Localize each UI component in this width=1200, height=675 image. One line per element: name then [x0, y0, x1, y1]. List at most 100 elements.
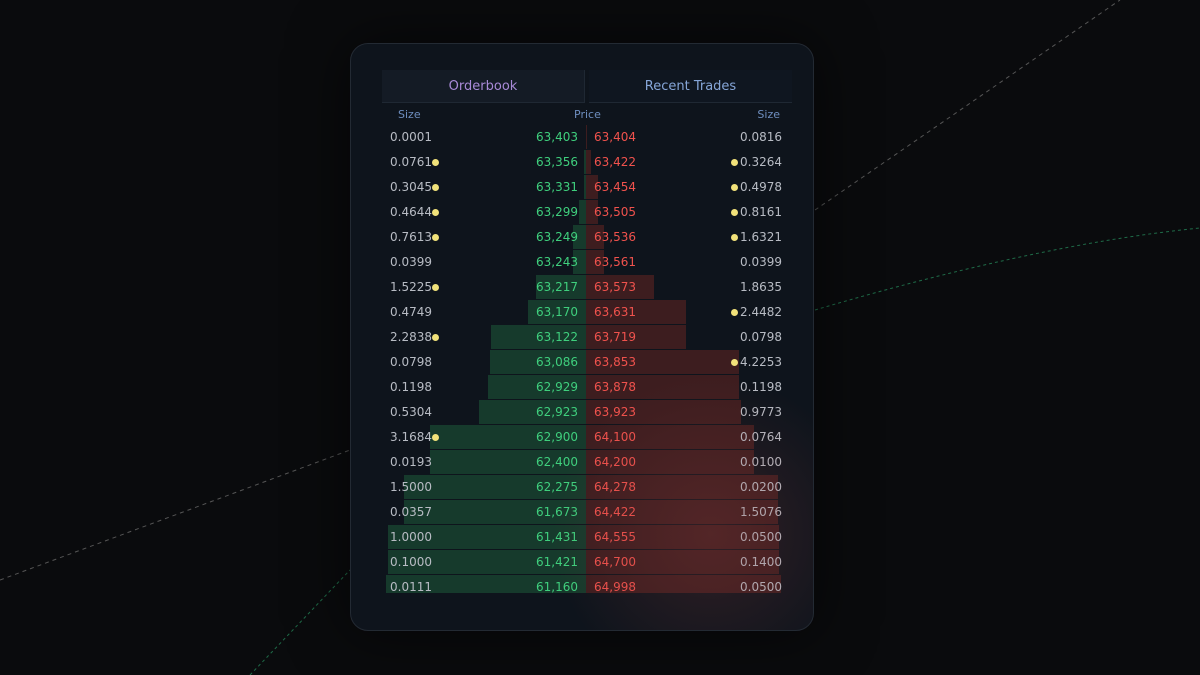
ask-size: 0.0798 [740, 330, 782, 344]
bid-size: 0.0357 [390, 505, 432, 519]
bid-depth-bar [386, 575, 586, 593]
bid-marker [432, 159, 439, 166]
column-header: Size [757, 108, 780, 121]
bid-size: 3.1684 [390, 430, 432, 444]
ask-depth-bar [586, 525, 779, 549]
bid-price: 63,243 [536, 255, 578, 269]
bid-depth-bar [404, 475, 586, 499]
ask-depth-bar [586, 225, 604, 249]
bid-price: 63,170 [536, 305, 578, 319]
bid-depth-bar [573, 250, 586, 274]
bid-depth-bar [573, 225, 586, 249]
bid-depth-bar [479, 400, 586, 424]
ask-size: 1.6321 [740, 230, 782, 244]
ask-size: 0.0500 [740, 530, 782, 544]
ask-depth-bar [586, 575, 781, 593]
bid-size: 0.1000 [390, 555, 432, 569]
ask-size: 0.0100 [740, 455, 782, 469]
ask-depth-bar [586, 400, 741, 424]
bid-size: 1.5225 [390, 280, 432, 294]
ask-price: 63,505 [594, 205, 636, 219]
bid-depth-bar [579, 200, 586, 224]
tab[interactable]: Recent Trades [589, 70, 792, 103]
bid-marker [432, 434, 439, 441]
ask-size: 0.1400 [740, 555, 782, 569]
ask-price: 63,853 [594, 355, 636, 369]
bid-marker [432, 184, 439, 191]
bid-size: 0.3045 [390, 180, 432, 194]
bid-size: 0.7613 [390, 230, 432, 244]
bid-price: 62,923 [536, 405, 578, 419]
bid-price: 63,249 [536, 230, 578, 244]
bid-price: 63,217 [536, 280, 578, 294]
bid-size: 0.0399 [390, 255, 432, 269]
bid-marker [432, 209, 439, 216]
bid-size: 2.2838 [390, 330, 432, 344]
bid-size: 1.5000 [390, 480, 432, 494]
bid-price: 62,900 [536, 430, 578, 444]
bid-depth-bar [388, 525, 586, 549]
ask-size: 0.0399 [740, 255, 782, 269]
ask-depth-bar [586, 250, 604, 274]
ask-depth-bar [586, 450, 754, 474]
ask-price: 63,422 [594, 155, 636, 169]
ask-size: 0.0816 [740, 130, 782, 144]
ask-price: 64,998 [594, 580, 636, 593]
ask-size: 0.4978 [740, 180, 782, 194]
ask-price: 64,200 [594, 455, 636, 469]
ask-price: 63,561 [594, 255, 636, 269]
bid-depth-bar [490, 350, 586, 374]
bid-price: 63,331 [536, 180, 578, 194]
ask-price: 63,404 [594, 130, 636, 144]
ask-depth-bar [586, 375, 739, 399]
ask-price: 63,923 [594, 405, 636, 419]
bid-price: 63,299 [536, 205, 578, 219]
bid-depth-bar [488, 375, 586, 399]
bid-depth-bar [584, 175, 586, 199]
bid-price: 61,160 [536, 580, 578, 593]
bid-marker [432, 334, 439, 341]
ask-depth-bar [586, 550, 779, 574]
bid-size: 0.0001 [390, 130, 432, 144]
ask-size: 0.0500 [740, 580, 782, 593]
bid-price: 62,929 [536, 380, 578, 394]
ask-size: 0.0200 [740, 480, 782, 494]
ask-depth-bar [586, 150, 591, 174]
ask-price: 64,555 [594, 530, 636, 544]
ask-size: 4.2253 [740, 355, 782, 369]
ask-marker [731, 359, 738, 366]
ask-price: 64,422 [594, 505, 636, 519]
bid-depth-bar [404, 500, 586, 524]
orderbook-card: Orderbook Recent Trades Size Price Size … [350, 43, 814, 631]
ask-depth-bar [586, 325, 686, 349]
bid-price: 63,403 [536, 130, 578, 144]
bid-price: 63,086 [536, 355, 578, 369]
bid-depth-bar [528, 300, 586, 324]
ask-price: 64,700 [594, 555, 636, 569]
bid-price: 63,122 [536, 330, 578, 344]
bid-size: 0.5304 [390, 405, 432, 419]
ask-price: 63,536 [594, 230, 636, 244]
bid-depth-bar [388, 550, 586, 574]
ask-price: 64,100 [594, 430, 636, 444]
ask-marker [731, 309, 738, 316]
bid-depth-bar [491, 325, 586, 349]
bid-marker [432, 234, 439, 241]
bid-size: 0.4644 [390, 205, 432, 219]
ask-marker [731, 209, 738, 216]
ask-depth-bar [586, 425, 754, 449]
ask-size: 0.8161 [740, 205, 782, 219]
ask-depth-bar [586, 275, 654, 299]
bid-price: 62,400 [536, 455, 578, 469]
ask-price: 63,573 [594, 280, 636, 294]
ask-depth-bar [586, 500, 778, 524]
bid-depth-bar [430, 450, 586, 474]
bid-price: 63,356 [536, 155, 578, 169]
tab[interactable]: Orderbook [382, 70, 585, 103]
column-header: Price [574, 108, 601, 121]
bid-depth-bar [584, 150, 586, 174]
ask-size: 0.0764 [740, 430, 782, 444]
bid-depth-bar [536, 275, 586, 299]
